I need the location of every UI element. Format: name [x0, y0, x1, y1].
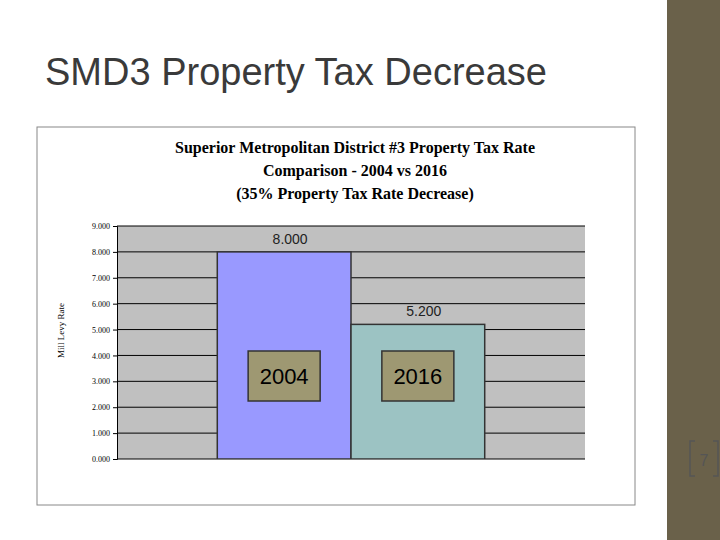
- bracket-left: [690, 441, 695, 476]
- tick: 2.000: [92, 403, 117, 412]
- tick: 6.000: [92, 300, 117, 309]
- tick-mark: [113, 459, 117, 460]
- tick-mark: [113, 252, 117, 253]
- tick-label: 9.000: [92, 222, 110, 231]
- tick-label: 6.000: [92, 300, 110, 309]
- chart-subtitle: (35% Property Tax Rate Decrease): [236, 185, 474, 203]
- tick-mark: [113, 407, 117, 408]
- tick-label: 2.000: [92, 403, 110, 412]
- page-number-box: 7: [690, 441, 718, 476]
- tick: 5.000: [92, 326, 117, 335]
- bar: [217, 252, 351, 459]
- tick: 8.000: [92, 248, 117, 257]
- tick: 1.000: [92, 429, 117, 438]
- category-box: [382, 351, 454, 401]
- chart-frame: [37, 127, 635, 505]
- bar: [351, 324, 485, 459]
- axis-line: [113, 227, 118, 460]
- category-label: 2004: [260, 364, 309, 389]
- tick-label: 3.000: [92, 377, 110, 386]
- side-stripe: [667, 0, 720, 540]
- tick-mark: [113, 278, 117, 279]
- bracket-right: [713, 441, 718, 476]
- slide: SMD3 Property Tax Decrease 7 Superior Metr…: [0, 0, 720, 540]
- tick: 9.000: [92, 222, 117, 231]
- grid-line: [117, 226, 585, 227]
- tick: 3.000: [92, 377, 117, 386]
- plot-area: [117, 226, 585, 459]
- page-number: 7: [700, 452, 709, 469]
- data-label: 8.000: [273, 231, 308, 247]
- tick-label: 7.000: [92, 274, 110, 283]
- chart-title: Comparison - 2004 vs 2016: [263, 162, 447, 180]
- chart-title: Superior Metropolitan District #3 Proper…: [175, 139, 535, 157]
- tick-label: 5.000: [92, 326, 110, 335]
- tick-mark: [113, 355, 117, 356]
- slide-title: SMD3 Property Tax Decrease: [45, 51, 547, 93]
- tick: 7.000: [92, 274, 117, 283]
- tick-label: 4.000: [92, 352, 110, 361]
- tick-label: 8.000: [92, 248, 110, 257]
- tick-mark: [113, 381, 117, 382]
- tick-mark: [113, 330, 117, 331]
- bars: [217, 252, 484, 459]
- tick-label: 0.000: [92, 455, 110, 464]
- tick-mark: [113, 226, 117, 227]
- tick: 0.000: [92, 455, 117, 464]
- grid: [117, 226, 585, 459]
- tick-label: 1.000: [92, 429, 110, 438]
- y-axis-title: Mill Levy Rate: [56, 303, 66, 358]
- y-axis: 0.000 1.000 2.000 3.000 4.000 5.000 6.000 7.000…: [92, 222, 118, 464]
- data-label: 5.200: [406, 303, 441, 319]
- background: [0, 0, 720, 540]
- tick-mark: [113, 433, 117, 434]
- category-box: [248, 351, 320, 401]
- tick-mark: [113, 304, 117, 305]
- tick: 4.000: [92, 352, 117, 361]
- category-label: 2016: [393, 364, 442, 389]
